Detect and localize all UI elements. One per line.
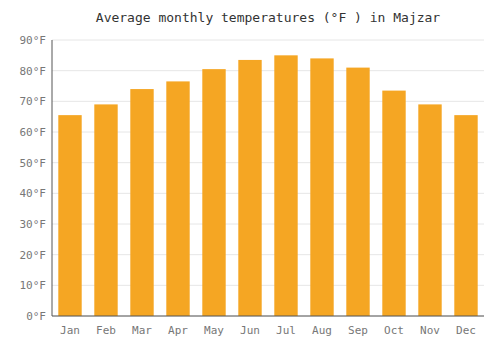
grid-line: [52, 316, 484, 317]
bar: [346, 68, 369, 316]
bar: [130, 89, 153, 316]
title: Average monthly temperatures (°F ) in Ma…: [96, 10, 441, 25]
chart-container: Average monthly temperatures (°F ) in Ma…: [0, 0, 500, 350]
bar: [202, 69, 225, 316]
x-tick-label: Aug: [312, 324, 332, 337]
grid-line: [52, 101, 484, 102]
y-tick-label: 0°F: [26, 310, 46, 323]
chart: Average monthly temperatures (°F ) in Ma…: [0, 0, 500, 350]
bar: [418, 104, 441, 316]
x-axis-line: [52, 316, 484, 317]
bar: [238, 60, 261, 316]
y-tick-label: 40°F: [20, 187, 47, 200]
grid: [52, 40, 484, 316]
x-tick-label: Sep: [348, 324, 368, 337]
y-tick-label: 20°F: [20, 249, 47, 262]
grid-line: [52, 40, 484, 41]
x-tick-label: Jul: [276, 324, 296, 337]
x-tick-label: Mar: [132, 324, 152, 337]
x-tick-label: Nov: [420, 324, 440, 337]
y-tick-label: 30°F: [20, 218, 47, 231]
x-tick-label: Jan: [60, 324, 80, 337]
bar: [274, 55, 297, 316]
bar: [166, 81, 189, 316]
y-tick-label: 70°F: [20, 95, 47, 108]
grid-line: [52, 70, 484, 71]
bar: [310, 58, 333, 316]
y-tick-label: 50°F: [20, 157, 47, 170]
x-tick-label: May: [204, 324, 224, 337]
y-tick-label: 90°F: [20, 34, 47, 47]
bars: [58, 55, 477, 316]
x-tick-label: Jun: [240, 324, 260, 337]
x-tick-label: Feb: [96, 324, 116, 337]
bar: [94, 104, 117, 316]
bar: [454, 115, 477, 316]
x-tick-label: Oct: [384, 324, 404, 337]
y-tick-label: 10°F: [20, 279, 47, 292]
x-tick-label: Apr: [168, 324, 188, 337]
bar: [382, 91, 405, 316]
y-tick-label: 80°F: [20, 65, 47, 78]
y-axis-line: [52, 40, 53, 316]
x-tick-label: Dec: [456, 324, 476, 337]
bar: [58, 115, 81, 316]
y-tick-label: 60°F: [20, 126, 47, 139]
